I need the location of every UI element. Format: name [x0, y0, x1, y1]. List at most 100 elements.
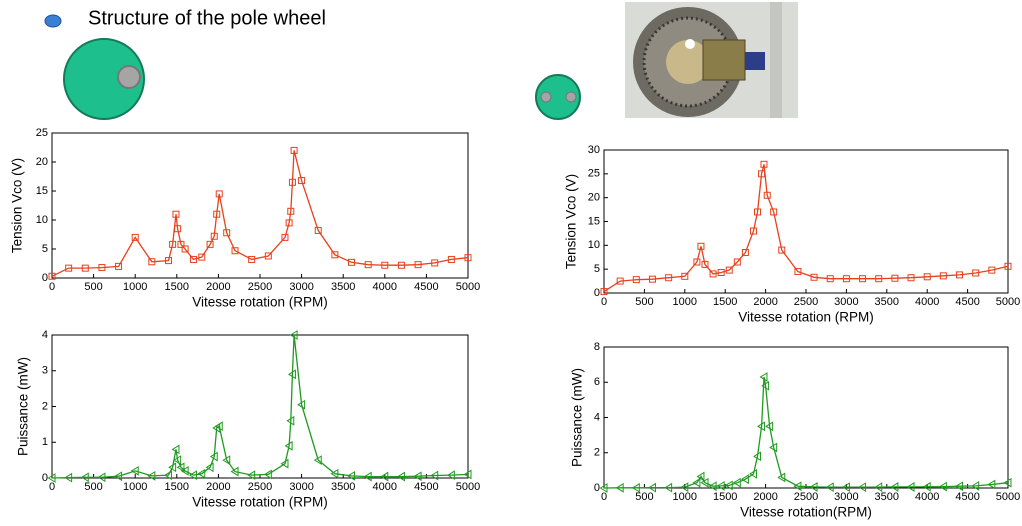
marker: [648, 275, 656, 283]
marker: [890, 482, 899, 492]
x-tick-label: 0: [49, 281, 55, 293]
x-tick-label: 3500: [875, 296, 899, 308]
marker: [891, 274, 899, 282]
marker: [214, 421, 223, 432]
marker: [757, 421, 766, 432]
x-tick-label: 0: [601, 296, 607, 308]
marker: [809, 482, 818, 492]
x-tick-label: 0: [49, 481, 55, 493]
x-tick-label: 4000: [915, 491, 939, 503]
data-line: [51, 150, 469, 277]
marker: [381, 261, 389, 269]
marker: [765, 421, 774, 432]
marker: [923, 273, 931, 281]
marker: [769, 442, 778, 453]
marker: [215, 190, 223, 198]
x-tick-label: 5000: [456, 281, 480, 293]
marker: [206, 240, 214, 248]
x-tick-label: 3500: [331, 281, 355, 293]
x-tick-label: 500: [635, 491, 653, 503]
y-tick-label: 5: [594, 263, 600, 275]
x-tick-label: 4500: [414, 281, 438, 293]
marker: [696, 471, 705, 482]
photo: [625, 2, 798, 118]
marker: [364, 261, 372, 269]
marker: [717, 269, 725, 277]
x-axis-label: Vitesse rotation (RPM): [738, 310, 874, 325]
marker: [47, 473, 56, 483]
marker: [664, 482, 673, 493]
marker: [1004, 262, 1012, 270]
marker: [396, 471, 405, 482]
marker: [759, 372, 768, 382]
y-tick-label: 0: [42, 472, 48, 484]
x-tick-label: 3000: [289, 281, 313, 293]
y-tick-label: 5: [42, 243, 48, 255]
y-tick-label: 15: [588, 215, 600, 227]
x-axis-label: Vitesse rotation (RPM): [192, 495, 328, 510]
marker: [205, 462, 214, 473]
marker: [288, 178, 296, 186]
marker: [430, 470, 439, 481]
marker: [741, 248, 749, 256]
marker: [826, 275, 834, 283]
y-tick-label: 10: [36, 214, 48, 226]
x-tick-label: 500: [84, 281, 102, 293]
marker: [65, 264, 73, 272]
x-tick-label: 1500: [165, 281, 189, 293]
marker: [164, 470, 172, 481]
x-tick-label: 3500: [875, 491, 899, 503]
marker: [681, 272, 689, 280]
marker: [760, 160, 768, 168]
marker: [284, 440, 293, 451]
marker: [447, 255, 455, 263]
marker: [615, 482, 624, 493]
x-tick-label: 1000: [123, 481, 147, 493]
marker: [180, 465, 189, 476]
x-tick-label: 3000: [289, 481, 313, 493]
marker: [176, 462, 185, 473]
marker: [131, 233, 139, 241]
marker: [347, 470, 356, 481]
x-tick-label: 2500: [248, 281, 272, 293]
pole-icon: [565, 91, 577, 103]
bullet: [44, 14, 62, 28]
marker: [169, 240, 177, 248]
y-tick-label: 0: [594, 482, 600, 494]
x-tick-label: 4500: [955, 491, 979, 503]
marker: [794, 268, 802, 276]
x-tick-label: 1000: [123, 281, 147, 293]
marker: [632, 276, 640, 284]
data-line: [603, 164, 1009, 293]
x-tick-label: 2000: [753, 296, 777, 308]
marker: [247, 470, 256, 481]
x-tick-label: 1000: [673, 296, 697, 308]
marker: [231, 247, 239, 255]
marker: [825, 482, 834, 493]
x-tick-label: 2500: [794, 296, 818, 308]
marker: [875, 275, 883, 283]
y-tick-label: 25: [588, 168, 600, 180]
marker: [725, 266, 733, 274]
marker: [80, 472, 89, 483]
marker: [230, 466, 239, 477]
y-tick-label: 0: [594, 287, 600, 299]
marker: [1003, 477, 1012, 488]
marker: [363, 471, 372, 482]
marker: [64, 472, 73, 483]
y-tick-label: 1: [42, 436, 48, 448]
x-axis-label: Vitesse rotation (RPM): [192, 295, 328, 310]
plot-frame: [603, 149, 1009, 294]
marker: [770, 208, 778, 216]
y-tick-label: 30: [588, 144, 600, 156]
marker: [115, 262, 123, 270]
x-tick-label: 3000: [834, 296, 858, 308]
x-tick-label: 500: [635, 296, 653, 308]
y-tick-label: 20: [36, 156, 48, 168]
marker: [172, 210, 180, 218]
marker: [693, 258, 701, 266]
marker: [148, 258, 156, 266]
marker: [716, 480, 725, 491]
marker: [397, 261, 405, 269]
